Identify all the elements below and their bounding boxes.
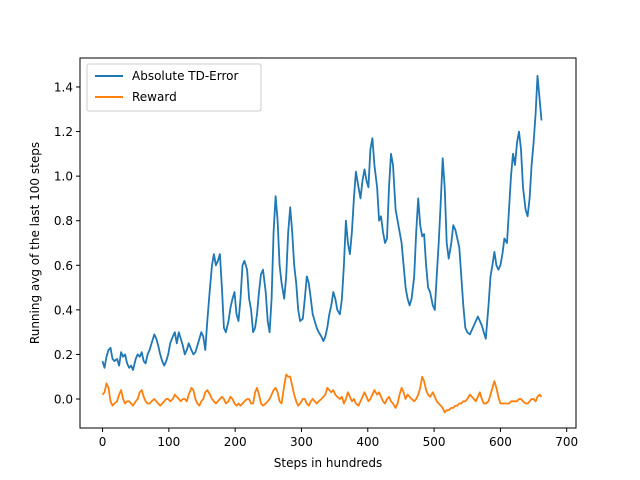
- x-axis-label: Steps in hundreds: [274, 456, 383, 470]
- x-tick-label: 300: [290, 435, 313, 449]
- series-line-reward: [101, 373, 543, 414]
- y-axis-label: Running avg of the last 100 steps: [28, 142, 42, 344]
- legend-label-absolute-td-error: Absolute TD-Error: [132, 69, 238, 83]
- y-tick-label: 0.0: [54, 393, 73, 407]
- x-axis: 0 100 200 300 400 500 600 700: [99, 428, 578, 449]
- x-tick-label: 200: [224, 435, 247, 449]
- y-tick-label: 0.4: [54, 303, 73, 317]
- x-tick-label: 0: [99, 435, 107, 449]
- x-tick-label: 100: [157, 435, 180, 449]
- legend-label-reward: Reward: [132, 90, 177, 104]
- y-tick-label: 0.2: [54, 348, 73, 362]
- y-tick-label: 0.8: [54, 214, 73, 228]
- y-tick-label: 1.4: [54, 80, 73, 94]
- legend-box: [86, 63, 262, 112]
- x-tick-label: 600: [489, 435, 512, 449]
- y-tick-label: 1.0: [54, 170, 73, 184]
- plot-frame: [79, 57, 577, 429]
- x-tick-label: 400: [356, 435, 379, 449]
- y-tick-label: 1.2: [54, 125, 73, 139]
- series-line-absolute-td-error: [101, 74, 543, 371]
- x-tick-label: 700: [555, 435, 578, 449]
- x-tick-label: 500: [423, 435, 446, 449]
- y-axis: 0.0 0.2 0.4 0.6 0.8 1.0 1.2 1.4: [54, 80, 80, 407]
- plot-lines: [101, 74, 543, 414]
- legend: Absolute TD-Error Reward: [86, 63, 262, 112]
- y-tick-label: 0.6: [54, 259, 73, 273]
